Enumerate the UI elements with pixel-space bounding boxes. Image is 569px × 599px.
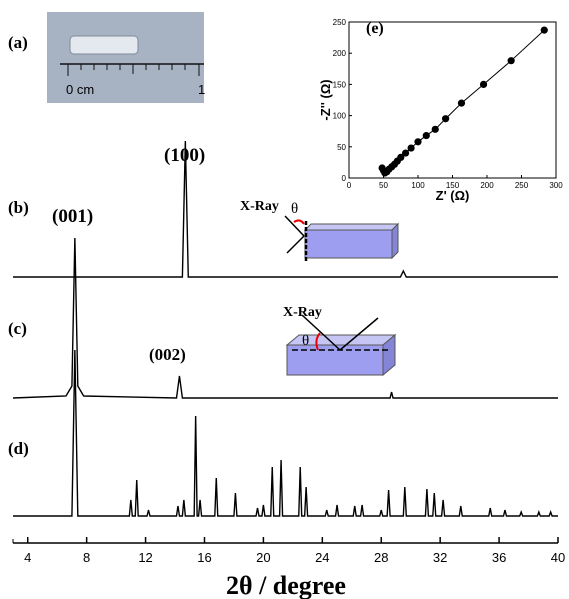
x-tick-label: 12	[138, 550, 152, 565]
sample-side	[382, 333, 396, 377]
x-tick-label: 36	[492, 550, 506, 565]
panel-label: (a)	[8, 33, 28, 52]
y-tick-label: 250	[333, 18, 347, 27]
x-tick-label: 0	[347, 181, 352, 190]
x-tick-label: 150	[446, 181, 460, 190]
x-axis-label: Z' (Ω)	[436, 188, 470, 203]
data-point	[414, 138, 422, 146]
angle-arc	[293, 219, 305, 225]
xrd-trace	[13, 349, 558, 517]
sample-front	[304, 229, 393, 259]
annotation: X-Ray	[283, 305, 322, 320]
crystal	[69, 35, 139, 55]
x-tick-label: 100	[411, 181, 425, 190]
sample-top	[303, 223, 400, 231]
annotation: θ	[291, 201, 298, 217]
beam	[284, 215, 305, 237]
panel-label: (b)	[8, 198, 29, 217]
y-tick-label: 0	[342, 174, 347, 183]
data-point	[457, 99, 466, 107]
y-tick-label: 50	[337, 143, 346, 152]
x-tick-label: 8	[83, 550, 90, 565]
y-axis-label: -Z'' (Ω)	[318, 79, 333, 120]
ruler-ticks	[67, 64, 200, 76]
data-point	[479, 80, 488, 88]
data-point	[422, 131, 430, 140]
data-point	[397, 153, 405, 162]
panel-label: (c)	[8, 319, 27, 338]
beam	[339, 317, 379, 351]
x-tick-label: 16	[197, 550, 211, 565]
x-tick-label: 40	[551, 550, 565, 565]
beam	[301, 314, 341, 351]
panel-label: (e)	[366, 20, 384, 37]
data-point	[407, 144, 415, 152]
y-tick-label: 200	[333, 49, 347, 58]
x-tick-label: 200	[480, 181, 494, 190]
beam	[286, 235, 305, 254]
photo	[47, 12, 204, 103]
data-point	[431, 125, 439, 133]
scale-label: 0 cm	[66, 82, 94, 97]
y-tick-label: 100	[333, 112, 347, 121]
x-tick-label: 24	[315, 550, 329, 565]
x-tick-label: 28	[374, 550, 388, 565]
x-tick-label: 50	[379, 181, 388, 190]
scale-label: 1	[198, 82, 205, 97]
x-tick-label: 300	[549, 181, 563, 190]
x-axis-label: 2θ / degree	[226, 571, 346, 599]
x-tick-label: 32	[433, 550, 447, 565]
xrd-trace	[13, 140, 558, 278]
y-tick-label: 150	[333, 80, 347, 89]
data-point	[401, 149, 410, 157]
data-point	[540, 26, 548, 34]
x-tick-label: 20	[256, 550, 270, 565]
annotation: (100)	[164, 145, 205, 166]
annotation: (001)	[52, 206, 93, 227]
annotation: θ	[302, 333, 309, 349]
angle-arc	[315, 332, 321, 351]
panel-label: (d)	[8, 439, 29, 458]
data-point	[507, 57, 515, 65]
plot-frame	[348, 21, 557, 179]
sample-side	[391, 222, 399, 260]
xrd-trace	[12, 237, 558, 399]
x-tick-label: 4	[24, 550, 31, 565]
data-point	[442, 115, 450, 123]
annotation: X-Ray	[240, 199, 279, 214]
x-tick-label: 250	[515, 181, 529, 190]
annotation: (002)	[149, 345, 186, 364]
